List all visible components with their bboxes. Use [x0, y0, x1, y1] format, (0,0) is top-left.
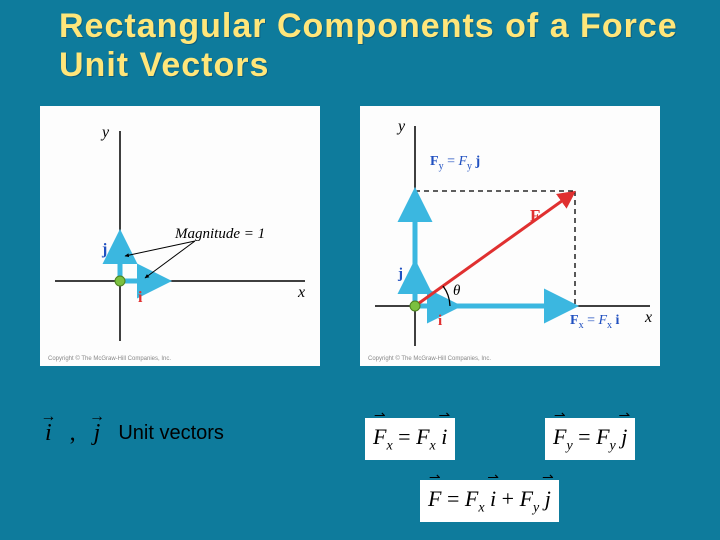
unit-vectors-label: Unit vectors — [118, 422, 224, 445]
symbol-comma: , — [70, 420, 76, 447]
equation-f-sum: F = Fx i + Fy j — [420, 480, 559, 522]
fig2-i-label: i — [438, 313, 442, 330]
fig1-magnitude: Magnitude = 1 — [175, 226, 265, 243]
fig1-j-label: j — [102, 241, 107, 259]
title-line-1: Rectangular Components of a Force — [60, 8, 720, 47]
fig2-theta: θ — [453, 283, 460, 300]
equation-fy: Fy = Fy j — [545, 418, 635, 460]
title-line-2: Unit Vectors — [60, 47, 720, 86]
slide-title: Rectangular Components of a Force Unit V… — [0, 0, 720, 86]
fig2-F-label: F — [530, 206, 540, 226]
fig2-x-label: x — [645, 309, 652, 327]
fig2-fx-label: Fx = Fx i — [570, 313, 619, 331]
unit-vector-notation: →i , →j Unit vectors — [45, 420, 224, 447]
figure-unit-vectors: x y i j Magnitude = 1 Copyright © The Mc… — [40, 106, 320, 366]
fig2-y-label: y — [398, 118, 405, 136]
symbol-j: →j — [94, 420, 101, 447]
fig2-j-label: j — [398, 266, 403, 283]
fig2-copyright: Copyright © The McGraw-Hill Companies, I… — [368, 356, 491, 362]
fig1-x-label: x — [298, 284, 305, 302]
fig2-fy-label: Fy = Fy j — [430, 154, 480, 172]
figure-row: x y i j Magnitude = 1 Copyright © The Mc… — [0, 86, 720, 366]
fig1-i-label: i — [138, 289, 142, 307]
fig1-copyright: Copyright © The McGraw-Hill Companies, I… — [48, 356, 171, 362]
figure-force-components: x y F θ i j Fy = Fy j Fx = Fx i Copyrigh… — [360, 106, 660, 366]
fig1-y-label: y — [102, 124, 109, 142]
symbol-i: →i — [45, 420, 52, 447]
equation-fx: Fx = Fx i — [365, 418, 455, 460]
